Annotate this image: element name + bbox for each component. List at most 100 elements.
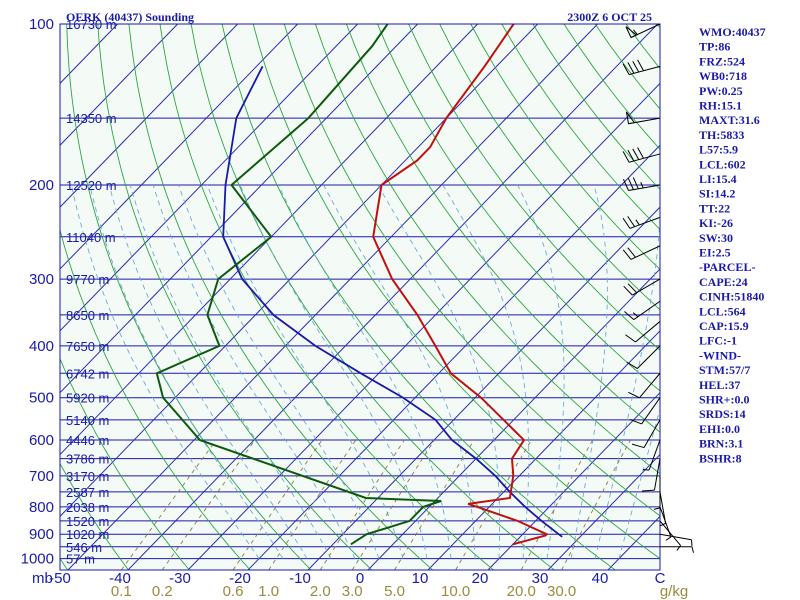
pressure-tick-label: 400 [29, 338, 54, 355]
barb-half [642, 468, 650, 471]
barb-staff [643, 419, 661, 448]
index-item: CINH:51840 [699, 290, 764, 304]
barb-full [626, 361, 638, 369]
index-item: FRZ:524 [699, 54, 745, 68]
wind-barb [642, 458, 661, 492]
barb-full [622, 217, 631, 229]
temperature-tick-label: -30 [169, 570, 191, 587]
barb-full [622, 63, 630, 75]
isotherm-line [307, 206, 660, 570]
moist-adiabat [152, 184, 356, 559]
wind-barb [625, 321, 661, 343]
barb-staff [633, 300, 661, 320]
index-item: BSHR:8 [699, 451, 742, 465]
moist-adiabat [239, 184, 428, 559]
background-grid [0, 24, 660, 570]
temperature-tick-label: 10 [412, 570, 429, 587]
wind-barb [622, 245, 661, 260]
wind-barb [625, 23, 661, 39]
dry-adiabat [60, 357, 190, 570]
temperature-tick-label: C [655, 570, 666, 587]
moist-adiabat [594, 210, 660, 559]
height-label: 3170 m [66, 469, 109, 484]
isotherm-line [247, 144, 660, 570]
barb-half [640, 182, 644, 189]
pressure-tick-label: 100 [29, 16, 54, 33]
mixing-ratio-label: 10.0 [441, 583, 470, 600]
moist-adiabat [70, 184, 260, 559]
profile-lines [155, 24, 563, 546]
dry-adiabat [408, 24, 660, 351]
dry-adiabat [314, 24, 660, 475]
index-item: -WIND- [699, 348, 741, 362]
isotherm-line [60, 24, 358, 332]
dry-adiabat [345, 24, 660, 433]
index-panel: WMO:40437TP:86FRZ:524WB0:718PW:0.25RH:15… [699, 25, 766, 465]
height-label: 1520 m [66, 514, 109, 529]
barb-staff [628, 184, 661, 192]
index-item: L57:5.9 [699, 143, 738, 157]
pressure-unit-label: mb [32, 570, 53, 587]
dry-adiabat [0, 24, 7, 570]
barb-full [624, 311, 635, 320]
barb-full [622, 151, 630, 163]
wind-barb [622, 177, 661, 192]
wind-barb [628, 372, 661, 399]
index-item: EHI:0.0 [699, 422, 740, 436]
mixing-ratio-label: 3.0 [342, 583, 363, 600]
height-label: 12520 m [66, 178, 117, 193]
moist-adiabat [323, 184, 476, 559]
height-label: 16730 m [66, 17, 117, 32]
wind-barb [623, 278, 661, 296]
barb-staff [659, 533, 692, 541]
height-label: 5140 m [66, 413, 109, 428]
pressure-tick-label: 300 [29, 271, 54, 288]
index-item: CAPE:24 [699, 275, 748, 289]
mixing-ratio-line [520, 439, 594, 570]
isotherm-line [60, 24, 298, 270]
index-item: PW:0.25 [699, 84, 743, 98]
moist-adiabat [517, 184, 565, 559]
index-item: LFC:-1 [699, 334, 737, 348]
isotherm-line [367, 268, 660, 570]
index-item: MAXT:31.6 [699, 113, 760, 127]
dry-adiabat [470, 24, 660, 271]
isotherm-line [547, 453, 660, 570]
moist-adiabat [129, 184, 332, 559]
dry-adiabat [128, 24, 433, 570]
barb-half [676, 545, 681, 551]
temperature-tick-label: -20 [229, 570, 251, 587]
dry-adiabat [97, 24, 373, 570]
pressure-tick-label: 200 [29, 177, 54, 194]
temperature-tick-label: 40 [592, 570, 609, 587]
barb-full [627, 178, 634, 190]
barb-full [625, 334, 636, 343]
station-title: OERK (40437) Sounding [66, 10, 194, 24]
wind-barbs [622, 23, 694, 553]
wind-barb [622, 216, 661, 229]
mixing-ratio-label: 0.1 [111, 583, 132, 600]
height-label: 5920 m [66, 391, 109, 406]
mixing-ratio-label: 20.0 [507, 583, 536, 600]
barb-staff [653, 458, 661, 491]
height-label: 9770 m [66, 272, 109, 287]
barb-full [637, 147, 645, 159]
mixing-ratio-line [319, 439, 405, 570]
barb-half [632, 312, 639, 318]
barb-full [623, 285, 633, 296]
dry-adiabat [439, 24, 660, 311]
temperature-tick-label: -50 [49, 570, 71, 587]
moist-adiabat [570, 184, 608, 559]
barb-full [627, 62, 635, 74]
mixing-ratio-line [232, 439, 323, 570]
wind-barb [642, 439, 661, 471]
barb-staff [628, 153, 661, 163]
barb-staff [637, 345, 661, 369]
isotherm-line [187, 82, 660, 570]
mixing-ratio-label: 1.0 [258, 583, 279, 600]
moist-adiabat [178, 184, 380, 559]
wind-barb [631, 419, 661, 449]
wind-barb [653, 475, 661, 510]
barb-staff [648, 439, 661, 471]
